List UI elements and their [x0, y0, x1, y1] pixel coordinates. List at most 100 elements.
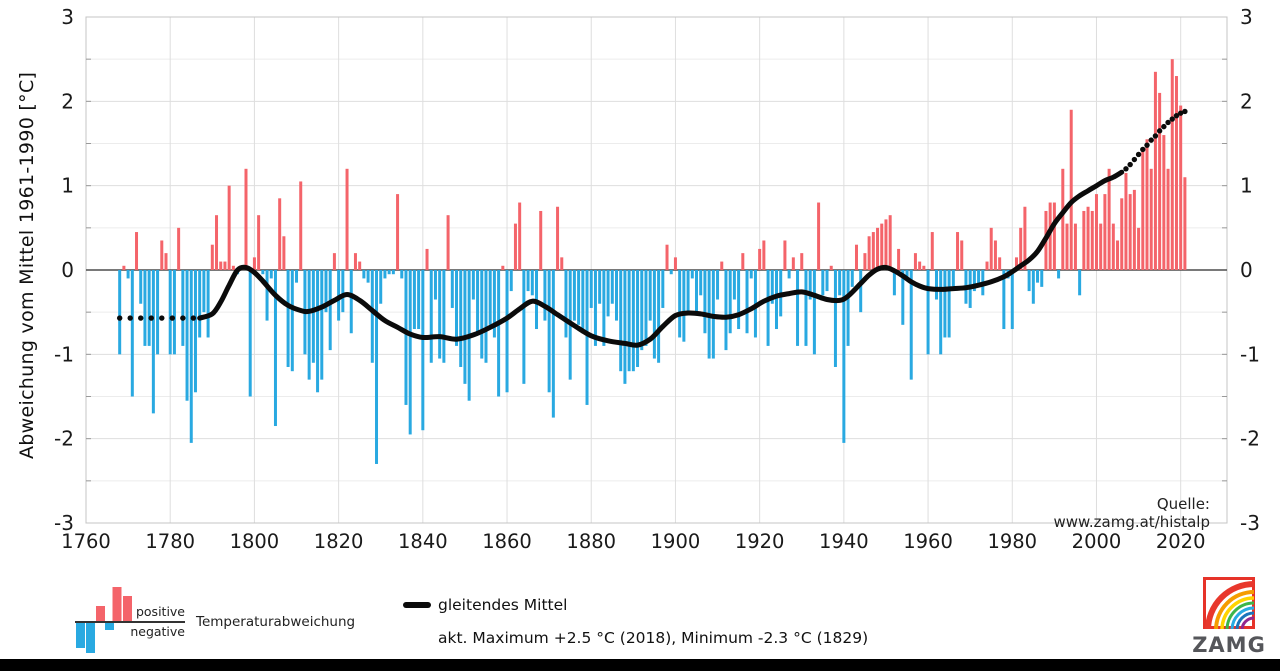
running-mean-dot [116, 315, 123, 321]
temperature-bar [648, 270, 652, 321]
temperature-bar [471, 270, 475, 300]
temperature-bar [1040, 270, 1044, 287]
temperature-bar [838, 270, 842, 296]
y-tick-label-right: -1 [1240, 342, 1260, 366]
temperature-bar [484, 270, 488, 363]
x-tick-label: 2020 [1156, 530, 1206, 553]
temperature-bar [438, 270, 442, 359]
legend-mean-label: gleitendes Mittel [438, 596, 568, 614]
temperature-bar [661, 270, 665, 308]
x-tick-label: 1920 [735, 530, 785, 553]
temperature-bar [497, 270, 501, 397]
temperature-bar [846, 270, 850, 346]
temperature-bar [202, 270, 206, 313]
temperature-bar [615, 270, 619, 321]
running-mean-dot [1131, 156, 1138, 163]
x-tick-label: 1940 [819, 530, 869, 553]
temperature-bar [501, 265, 505, 270]
x-tick-label: 1880 [566, 530, 616, 553]
temperature-bar [791, 257, 795, 270]
temperature-bar [198, 270, 202, 338]
temperature-bar [210, 244, 214, 270]
running-mean-dot [1135, 151, 1142, 158]
temperature-bar [345, 168, 349, 270]
running-mean-dot [1177, 110, 1184, 116]
temperature-bar [808, 270, 812, 300]
temperature-bar [215, 215, 219, 270]
temperature-bar [1061, 168, 1065, 270]
temperature-bar [328, 270, 332, 351]
temperature-bar [543, 270, 547, 321]
temperature-bar [1078, 270, 1082, 296]
temperature-bar [135, 232, 139, 270]
temperature-bar [442, 270, 446, 363]
zamg-rainbow-arc [1230, 606, 1255, 629]
temperature-bar [223, 261, 227, 270]
temperature-bar [833, 270, 837, 367]
temperature-bar [1128, 194, 1132, 270]
y-tick-label-right: -2 [1240, 427, 1260, 451]
temperature-bar [320, 270, 324, 380]
zamg-rainbow-arc [1214, 590, 1255, 629]
temperature-bar [1124, 173, 1128, 270]
y-tick-label-right: 0 [1240, 258, 1253, 282]
temperature-bar [998, 257, 1002, 270]
x-tick-label: 2000 [1072, 530, 1122, 553]
temperature-bar [1057, 270, 1061, 279]
temperature-bar [774, 270, 778, 330]
temperature-bar [206, 270, 210, 338]
running-mean-dot [138, 315, 144, 321]
temperature-bar [261, 270, 265, 275]
x-tick-label: 1820 [314, 530, 364, 553]
temperature-bar [909, 270, 913, 380]
temperature-bar [884, 219, 888, 270]
temperature-bar [1048, 202, 1052, 270]
temperature-bar [358, 261, 362, 270]
temperature-bar [694, 270, 698, 313]
temperature-bar [699, 270, 703, 296]
temperature-bar [631, 270, 635, 372]
temperature-bar [286, 270, 290, 367]
temperature-bar [972, 270, 976, 292]
temperature-bar [951, 270, 955, 287]
legend-extremes-label: akt. Maximum +2.5 °C (2018), Minimum -2.… [438, 629, 869, 647]
temperature-bar [446, 215, 450, 270]
temperature-bar [1099, 223, 1103, 270]
temperature-bar [425, 248, 429, 270]
temperature-bar [353, 253, 357, 270]
source-note: Quelle: www.zamg.at/histalp [1053, 495, 1210, 531]
zamg-rainbow-icon [1205, 581, 1255, 629]
temperature-bar [913, 253, 917, 270]
temperature-bar [880, 223, 884, 270]
temperature-bar [282, 236, 286, 270]
temperature-bar [273, 270, 277, 427]
y-tick-label: 0 [61, 258, 74, 282]
temperature-bar [564, 270, 568, 338]
temperature-bar [366, 270, 370, 283]
temperature-bar [227, 185, 231, 270]
temperature-bar [1090, 210, 1094, 270]
temperature-bar [379, 270, 383, 304]
zamg-logo [1203, 577, 1255, 629]
temperature-bar [455, 270, 459, 346]
mean-line-swatch [403, 602, 431, 608]
temperature-bar [703, 270, 707, 334]
temperature-bar [741, 253, 745, 270]
temperature-bar [164, 253, 168, 270]
temperature-bar [139, 270, 143, 304]
temperature-bar [488, 270, 492, 325]
temperature-bar [732, 270, 736, 300]
temperature-bar [1166, 168, 1170, 270]
temperature-bar [185, 270, 189, 401]
x-tick-label: 1960 [903, 530, 953, 553]
temperature-bar [1082, 210, 1086, 270]
temperature-bar [252, 257, 256, 270]
running-mean-dot [1173, 112, 1180, 119]
temperature-bar [854, 244, 858, 270]
temperature-bar [143, 270, 147, 346]
temperature-bar [737, 270, 741, 330]
temperature-bar [922, 265, 926, 270]
y-tick-label: -3 [54, 511, 74, 535]
x-tick-label: 1860 [482, 530, 532, 553]
temperature-bar [943, 270, 947, 338]
